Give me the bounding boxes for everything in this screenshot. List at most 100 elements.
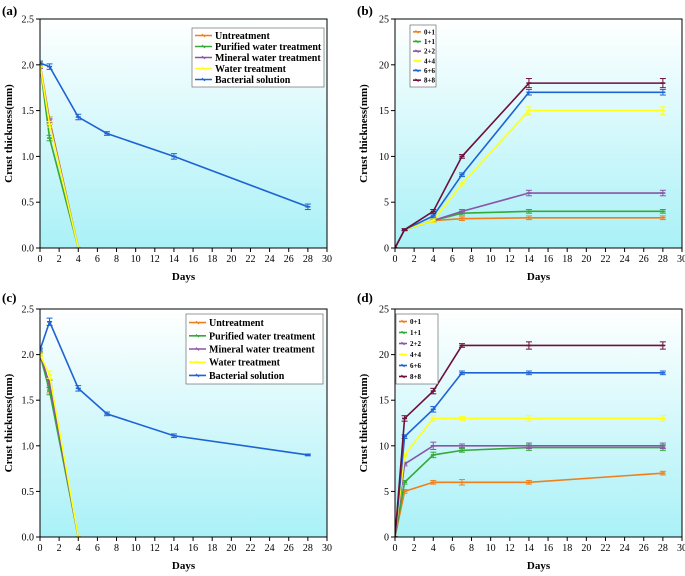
plot-frame bbox=[39, 18, 328, 249]
x-tick-label: 16 bbox=[543, 254, 553, 265]
series-line-4-4 bbox=[395, 417, 663, 537]
series-line-bacterial-solution bbox=[40, 319, 308, 456]
chart-panel-d: (d)0 2 4 6 8 10 12 14 16 18 20 22 24 26 28 300510152025… bbox=[357, 290, 685, 572]
x-tick-label: 20 bbox=[226, 543, 236, 554]
y-tick-label: 15 bbox=[379, 106, 389, 117]
x-tick-label: 18 bbox=[562, 254, 572, 265]
series-line-8-8 bbox=[395, 82, 663, 248]
x-tick-label: 2 bbox=[412, 254, 417, 265]
x-tick-label: 16 bbox=[188, 543, 198, 554]
y-tick-label: 0.0 bbox=[22, 533, 35, 544]
legend-marker bbox=[201, 77, 206, 82]
legend-box bbox=[395, 313, 439, 385]
legend-marker bbox=[201, 55, 206, 60]
series-line-8-8 bbox=[395, 344, 663, 537]
legend-entry-label: Water treatment bbox=[209, 358, 281, 369]
x-tick-label: 22 bbox=[245, 254, 255, 265]
x-axis-title: Days bbox=[172, 560, 196, 572]
legend-marker bbox=[195, 347, 200, 351]
x-tick-label: 20 bbox=[581, 254, 591, 265]
legend-entry-label: 6+6 bbox=[410, 362, 421, 370]
legend-entry-label: Purified water treatment bbox=[215, 42, 322, 53]
y-tick-label: 2.0 bbox=[22, 60, 35, 71]
x-tick-label: 8 bbox=[114, 254, 119, 265]
series-group bbox=[40, 60, 311, 248]
y-axis-title: Crust thickness(mm) bbox=[3, 373, 15, 472]
x-tick-label: 8 bbox=[469, 254, 474, 265]
x-tick-label: 14 bbox=[524, 543, 534, 554]
legend-marker bbox=[195, 333, 200, 338]
y-tick-label: 2.5 bbox=[22, 305, 35, 316]
x-tick-label: 18 bbox=[207, 543, 217, 554]
series-line-0-1 bbox=[395, 472, 663, 537]
y-axis-title: Crust thickness(mm) bbox=[3, 84, 15, 183]
y-tick-label: 10 bbox=[379, 441, 389, 452]
x-tick-label: 20 bbox=[581, 543, 591, 554]
y-tick-label: 10 bbox=[379, 152, 389, 163]
legend-marker bbox=[401, 330, 405, 335]
x-tick-label: 4 bbox=[431, 254, 436, 265]
y-tick-label: 2.0 bbox=[22, 350, 35, 361]
x-tick-label: 24 bbox=[620, 254, 630, 265]
x-tick-label: 28 bbox=[658, 543, 668, 554]
x-tick-label: 30 bbox=[677, 254, 685, 265]
legend-entry-label: Bacterial solution bbox=[209, 371, 285, 382]
x-tick-label: 10 bbox=[486, 254, 496, 265]
x-tick-label: 10 bbox=[486, 543, 496, 554]
x-tick-label: 2 bbox=[412, 543, 417, 554]
y-tick-label: 25 bbox=[379, 15, 389, 26]
chart-panel-b: (b)0 2 4 6 8 10 12 14 16 18 20 22 24 26 28 300510152025… bbox=[357, 3, 685, 283]
y-tick-label: 5 bbox=[384, 487, 389, 498]
x-tick-label: 6 bbox=[95, 254, 100, 265]
y-tick-label: 1.0 bbox=[22, 441, 35, 452]
x-tick-label: 30 bbox=[322, 254, 332, 265]
x-tick-label: 22 bbox=[245, 543, 255, 554]
legend-entry-label: 2+2 bbox=[410, 340, 421, 348]
series-group bbox=[395, 341, 666, 537]
legend-entry-label: 8+8 bbox=[410, 373, 421, 381]
legend-marker bbox=[415, 29, 419, 34]
y-tick-label: 0.5 bbox=[22, 487, 35, 498]
series-line-2-2 bbox=[395, 444, 663, 537]
x-tick-label: 26 bbox=[284, 254, 294, 265]
legend-entry-label: Mineral water treatment bbox=[209, 345, 315, 356]
legend-entry-label: 4+4 bbox=[410, 351, 421, 359]
plot-frame bbox=[39, 308, 328, 538]
legend-marker bbox=[201, 33, 206, 38]
x-tick-label: 12 bbox=[150, 254, 160, 265]
x-tick-label: 0 bbox=[38, 543, 43, 554]
legend-entry-label: 1+1 bbox=[410, 329, 421, 337]
chart-panel-a: (a)0 2 4 6 8 10 12 14 16 18 20 22 24 26 28 300.00.51.01… bbox=[2, 3, 332, 283]
series-group bbox=[40, 317, 311, 537]
y-tick-label: 1.5 bbox=[22, 106, 35, 117]
x-tick-label: 10 bbox=[131, 254, 141, 265]
x-tick-label: 14 bbox=[169, 254, 179, 265]
y-tick-label: 0 bbox=[384, 533, 389, 544]
plot-area bbox=[395, 309, 682, 537]
y-tick-label: 0.5 bbox=[22, 198, 35, 209]
x-tick-label: 30 bbox=[322, 543, 332, 554]
x-tick-label: 26 bbox=[639, 254, 649, 265]
legend-marker bbox=[415, 58, 419, 63]
x-tick-label: 16 bbox=[543, 543, 553, 554]
x-tick-label: 14 bbox=[169, 543, 179, 554]
x-tick-label: 26 bbox=[284, 543, 294, 554]
x-tick-label: 4 bbox=[76, 543, 81, 554]
x-tick-label: 2 bbox=[57, 254, 62, 265]
x-tick-label: 6 bbox=[95, 543, 100, 554]
legend-marker bbox=[195, 360, 200, 365]
legend-marker bbox=[201, 66, 206, 71]
x-tick-label: 24 bbox=[620, 543, 630, 554]
legend-entry-label: Untreatment bbox=[209, 318, 264, 329]
y-tick-label: 5 bbox=[384, 198, 389, 209]
legend-marker bbox=[401, 363, 405, 368]
y-tick-label: 0.0 bbox=[22, 244, 35, 255]
x-axis-title: Days bbox=[172, 271, 196, 283]
y-tick-label: 2.5 bbox=[22, 15, 35, 26]
x-tick-label: 0 bbox=[393, 254, 398, 265]
legend-marker bbox=[401, 374, 405, 379]
series-line-6-6 bbox=[395, 372, 663, 537]
legend-entry-label: Untreatment bbox=[215, 31, 270, 42]
x-tick-label: 20 bbox=[226, 254, 236, 265]
